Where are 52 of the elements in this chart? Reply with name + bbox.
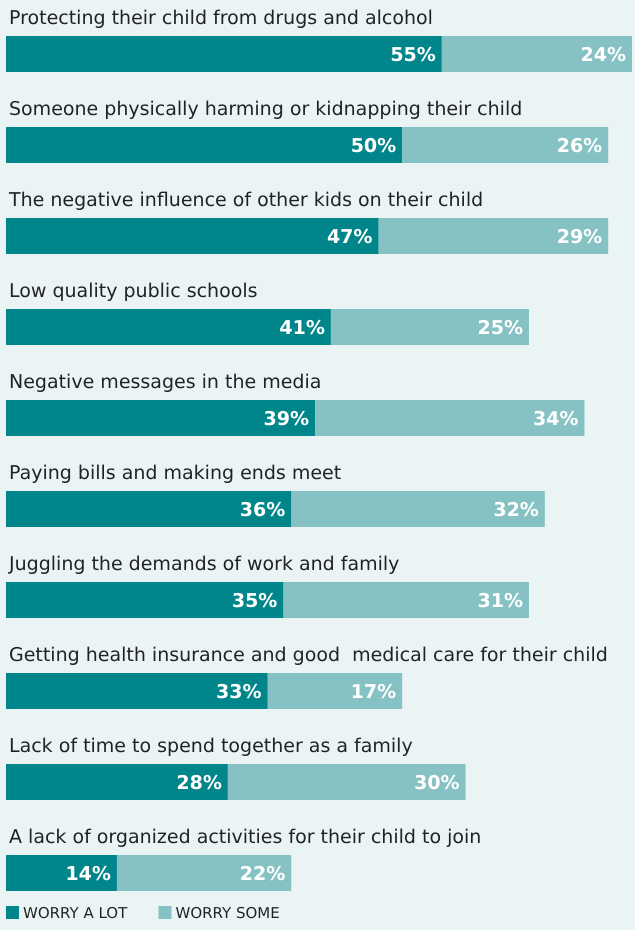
data-label: 29% [556, 226, 602, 248]
bar [291, 491, 545, 527]
data-label: 55% [390, 44, 436, 66]
data-label: 22% [240, 863, 286, 885]
bar [6, 36, 442, 72]
bar [315, 400, 584, 436]
data-label: 35% [232, 590, 278, 612]
bar [378, 218, 608, 254]
bar [267, 673, 402, 709]
bar [442, 36, 632, 72]
bar [402, 127, 608, 163]
bar [6, 218, 378, 254]
bar [6, 764, 228, 800]
y-tick-label: A lack of organized activities for their child to join [9, 826, 482, 848]
data-label: 50% [350, 135, 396, 157]
data-label: 47% [326, 226, 372, 248]
y-tick-label: Lack of time to spend together as a family [9, 735, 413, 757]
data-label: 34% [532, 408, 578, 430]
y-tick-label: Getting health insurance and good medical care for their child [9, 644, 608, 666]
bar [6, 582, 284, 618]
data-label: 32% [493, 499, 539, 521]
bar [6, 127, 402, 163]
bar [6, 855, 117, 891]
legend-label: WORRY A LOT [23, 904, 128, 922]
bar [228, 764, 466, 800]
y-tick-label: Someone physically harming or kidnapping their child [9, 98, 522, 120]
bar [6, 673, 268, 709]
bar [116, 855, 292, 891]
bar [6, 491, 292, 527]
data-label: 24% [580, 44, 626, 66]
data-label: 36% [240, 499, 286, 521]
bar [6, 309, 331, 345]
y-tick-label: Low quality public schools [9, 280, 258, 302]
y-tick-label: The negative influence of other kids on their child [8, 189, 484, 211]
data-label: 25% [478, 317, 523, 339]
legend-label: WORRY SOME [176, 904, 280, 922]
y-tick-label: Negative messages in the media [9, 371, 322, 393]
bar [283, 582, 529, 618]
data-label: 31% [478, 590, 523, 612]
data-label: 39% [264, 408, 310, 430]
y-tick-label: Juggling the demands of work and family [8, 553, 400, 575]
data-label: 26% [556, 135, 602, 157]
data-label: 14% [65, 863, 111, 885]
data-label: 41% [279, 317, 325, 339]
data-label: 33% [216, 681, 262, 703]
data-label: 30% [414, 772, 460, 794]
bar [6, 400, 316, 436]
y-tick-label: Protecting their child from drugs and alcohol [9, 7, 433, 29]
data-label: 17% [350, 681, 396, 703]
y-tick-label: Paying bills and making ends meet [9, 462, 342, 484]
data-label: 28% [176, 772, 222, 794]
bar [330, 309, 529, 345]
